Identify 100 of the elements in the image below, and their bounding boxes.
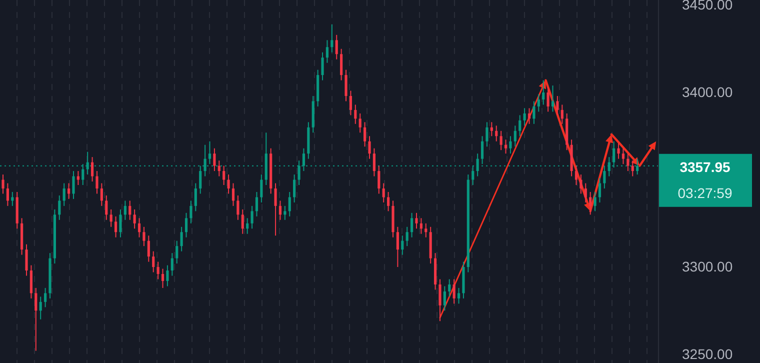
candlestick	[326, 40, 329, 64]
candlestick	[128, 200, 132, 220]
candlestick	[278, 200, 282, 220]
candlestick	[222, 165, 226, 186]
candlestick	[504, 139, 508, 154]
candlestick	[161, 268, 164, 288]
candlestick	[542, 80, 545, 106]
candlestick	[274, 182, 277, 236]
candlestick	[76, 170, 80, 186]
candlestick	[194, 182, 197, 212]
y-tick-label: 3450.00	[682, 0, 733, 13]
candlestick	[100, 182, 103, 206]
candlestick	[288, 191, 291, 217]
candlestick	[523, 108, 526, 126]
candlestick	[119, 208, 122, 238]
candlestick	[67, 182, 70, 200]
candlestick	[382, 182, 385, 203]
candlestick	[532, 100, 536, 124]
candlestick	[62, 182, 66, 206]
candlestick	[236, 194, 240, 220]
candlestick	[39, 296, 42, 320]
candlestick	[227, 174, 230, 194]
candlestick	[410, 212, 414, 238]
candlestick	[420, 218, 422, 234]
candlestick	[260, 174, 263, 203]
candlestick	[424, 222, 428, 238]
candlestick	[368, 136, 371, 160]
candlestick	[386, 191, 390, 212]
candlestick	[354, 104, 357, 124]
candlestick	[452, 278, 456, 304]
candlestick	[598, 178, 602, 203]
candlestick	[293, 174, 296, 203]
candlestick	[218, 160, 220, 177]
candlestick	[631, 160, 634, 177]
candlestick	[142, 226, 146, 247]
candlestick	[241, 208, 244, 234]
ref-line-label: 3357.95	[680, 158, 731, 175]
candlestick	[152, 250, 155, 273]
candlestick	[190, 200, 192, 224]
candlestick	[340, 48, 343, 81]
candlestick	[96, 170, 98, 194]
candlestick	[476, 153, 479, 177]
candlestick	[344, 69, 348, 102]
candlestick	[330, 24, 334, 53]
candlestick	[232, 182, 235, 206]
candlestick	[124, 200, 126, 220]
candlestick	[537, 94, 540, 112]
candlestick	[213, 148, 216, 172]
candlestick	[457, 287, 460, 304]
candlestick	[528, 108, 531, 124]
candlestick	[147, 235, 150, 262]
candlestick	[246, 218, 249, 234]
candlestick	[34, 287, 38, 352]
candlestick	[364, 122, 366, 148]
candlestick	[486, 122, 488, 148]
candlestick	[514, 125, 516, 148]
candlestick	[349, 90, 352, 116]
candlestick	[626, 153, 630, 172]
candlestick	[490, 122, 493, 137]
candlestick	[438, 278, 442, 322]
candlestick	[406, 226, 408, 247]
candlestick	[114, 216, 118, 238]
candlestick	[358, 112, 362, 134]
text: 03:27:59	[678, 184, 732, 201]
candlestick	[176, 240, 178, 264]
y-tick-label: 3400.00	[682, 84, 733, 100]
candlestick	[500, 130, 502, 151]
candlestick	[184, 212, 188, 238]
candlestick	[110, 208, 112, 228]
candlestick	[156, 261, 160, 280]
candlestick	[133, 208, 136, 230]
candlestick	[105, 194, 108, 220]
candlestick	[509, 136, 512, 154]
candlestick	[617, 142, 620, 160]
candlestick	[166, 264, 169, 287]
candlestick	[448, 278, 451, 298]
candlestick	[321, 52, 324, 81]
candlestick	[58, 194, 61, 220]
candlestick	[30, 264, 32, 299]
candlestick	[518, 114, 522, 137]
candlestick	[44, 287, 47, 308]
candlestick	[255, 191, 258, 217]
candlestick	[25, 244, 28, 276]
candlestick	[90, 156, 94, 182]
candlestick	[138, 218, 141, 238]
candlestick	[443, 286, 446, 312]
y-tick-label: 3300.00	[682, 258, 733, 274]
candlestick	[180, 226, 183, 252]
candlestick	[415, 212, 418, 230]
candlestick	[6, 182, 10, 206]
candlestick	[170, 252, 174, 276]
candlestick	[72, 170, 75, 200]
candlestick	[401, 235, 404, 256]
y-tick-label: 3250.00	[682, 346, 733, 362]
candlestick	[11, 191, 14, 206]
candlestick	[594, 191, 596, 212]
candlestick	[208, 140, 212, 165]
candlestick	[378, 165, 380, 194]
candlestick	[250, 205, 254, 230]
candlestick	[396, 226, 399, 268]
